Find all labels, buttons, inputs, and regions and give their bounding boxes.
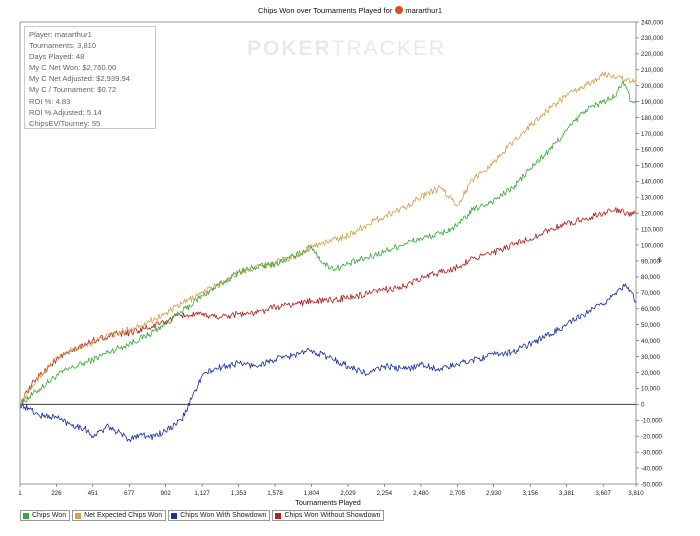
legend-item-chips-won[interactable]: Chips Won — [20, 510, 71, 521]
y-axis: -50,000 -40,000 -30,000 -20,000 -10,000 0 10,0… — [636, 19, 664, 488]
y-tick-label: 230,000 — [641, 35, 664, 42]
x-tick-label: 2,480 — [413, 490, 429, 497]
stat-tournaments: Tournaments: 3,810 — [29, 41, 97, 51]
y-tick-label: 40,000 — [641, 338, 660, 345]
x-tick-label: 677 — [124, 490, 135, 497]
x-tick-label: 451 — [88, 490, 99, 497]
stat-net-won: My C Net Won: $2,760.00 — [29, 63, 117, 73]
y-tick-label: 120,000 — [641, 210, 664, 217]
legend-item-with-showdown[interactable]: Chips Won With Showdown — [168, 510, 271, 521]
x-tick-label: 1,353 — [231, 490, 247, 497]
y-tick-label: -20,000 — [641, 434, 663, 441]
x-tick-label: 2,705 — [450, 490, 466, 497]
legend-item-net-expected[interactable]: Net Expected Chips Won — [72, 510, 167, 521]
x-tick-label: 3,810 — [628, 490, 644, 497]
legend-swatch-chips-won — [23, 512, 29, 519]
watermark-poker: POKER — [247, 37, 332, 60]
legend-swatch-without-showdown — [275, 512, 282, 519]
y-tick-label: 240,000 — [641, 19, 664, 26]
watermark-tracker: TRACKER — [331, 37, 447, 60]
legend-swatch-with-showdown — [171, 512, 178, 519]
y-tick-label: 50,000 — [641, 322, 660, 329]
x-tick-label: 2,930 — [486, 490, 502, 497]
x-tick-label: 1,804 — [304, 490, 320, 497]
x-tick-label: 3,156 — [522, 490, 538, 497]
legend-label: Chips Won — [32, 512, 67, 519]
y-tick-label: 90,000 — [641, 258, 660, 265]
y-tick-label: 190,000 — [641, 99, 664, 106]
x-axis: 1 226 451 677 902 1,127 1,353 1,578 1,804 2,029 2,… — [18, 484, 644, 497]
y-tick-label: 150,000 — [641, 163, 664, 170]
series-line-net-expected-chips-won — [19, 71, 637, 407]
y-tick-label: 10,000 — [641, 386, 660, 393]
series-line-chips-won-with-showdown — [19, 283, 637, 443]
stat-net-adjusted: My C Net Adjusted: $2,939.94 — [29, 74, 130, 84]
y-tick-label: 100,000 — [641, 242, 664, 249]
stat-chipsev: ChipsEV/Tourney: 55 — [29, 118, 101, 128]
x-tick-label: 226 — [51, 490, 62, 497]
legend-label: Chips Won Without Showdown — [284, 512, 381, 519]
y-tick-label: 70,000 — [641, 290, 660, 297]
stat-player: Player: mararthur1 — [29, 30, 92, 39]
y-tick-label: 20,000 — [641, 370, 660, 377]
pokertracker-watermark: POKERTRACKER — [247, 37, 446, 61]
chart-title-text: Chips Won over Tournaments Played for — [257, 6, 393, 15]
stats-summary-box: Player: mararthur1 Tournaments: 3,810 Da… — [24, 26, 156, 129]
legend-item-without-showdown[interactable]: Chips Won Without Showdown — [272, 510, 385, 521]
x-axis-label: Tournaments Played — [295, 498, 361, 507]
y-tick-label: -50,000 — [641, 481, 663, 488]
y-tick-label: 130,000 — [641, 195, 664, 202]
chart-legend: Chips Won Net Expected Chips Won Chips W… — [20, 510, 386, 522]
y-tick-label: 200,000 — [641, 83, 664, 90]
y-tick-label: 80,000 — [641, 274, 660, 281]
y-tick-label: 160,000 — [641, 147, 664, 154]
legend-swatch-net-expected — [75, 512, 82, 519]
x-tick-label: 1,578 — [267, 490, 283, 497]
x-tick-label: 2,029 — [340, 490, 356, 497]
stat-per-tournament: My C / Tournament: $0.72 — [29, 85, 117, 95]
y-tick-label: 140,000 — [641, 179, 664, 186]
legend-label: Chips Won With Showdown — [180, 512, 267, 519]
y-tick-label: -40,000 — [641, 465, 663, 472]
x-tick-label: 3,607 — [595, 490, 611, 497]
y-tick-label: 30,000 — [641, 354, 660, 361]
y-tick-label: 0 — [641, 402, 645, 409]
y-tick-label: 220,000 — [641, 51, 664, 58]
y-tick-label: 60,000 — [641, 306, 660, 313]
stat-days-played: Days Played: 48 — [29, 52, 85, 62]
y-tick-label: -10,000 — [641, 418, 663, 425]
series-lines — [19, 71, 637, 443]
y-axis-label: $ — [658, 257, 662, 264]
y-tick-label: 170,000 — [641, 131, 664, 138]
player-site-icon — [395, 6, 404, 14]
x-tick-label: 902 — [161, 490, 172, 497]
y-tick-label: -30,000 — [641, 449, 663, 456]
y-tick-label: 180,000 — [641, 115, 664, 122]
x-tick-label: 3,381 — [559, 490, 575, 497]
x-tick-label: 2,254 — [377, 490, 393, 497]
y-tick-label: 210,000 — [641, 67, 664, 74]
series-line-chips-won — [19, 80, 637, 408]
stat-roi: ROI %: 4.83 — [29, 96, 71, 106]
series-line-chips-won-without-showdown — [19, 207, 637, 407]
stat-roi-adjusted: ROI % Adjusted: 5.14 — [29, 107, 102, 117]
chart-title-player: mararthur1 — [405, 6, 443, 15]
chart-title: Chips Won over Tournaments Played for mar… — [0, 6, 700, 15]
x-tick-label: 1 — [18, 490, 22, 497]
y-tick-label: 110,000 — [641, 226, 663, 233]
legend-label: Net Expected Chips Won — [84, 512, 163, 519]
x-tick-label: 1,127 — [194, 490, 210, 497]
